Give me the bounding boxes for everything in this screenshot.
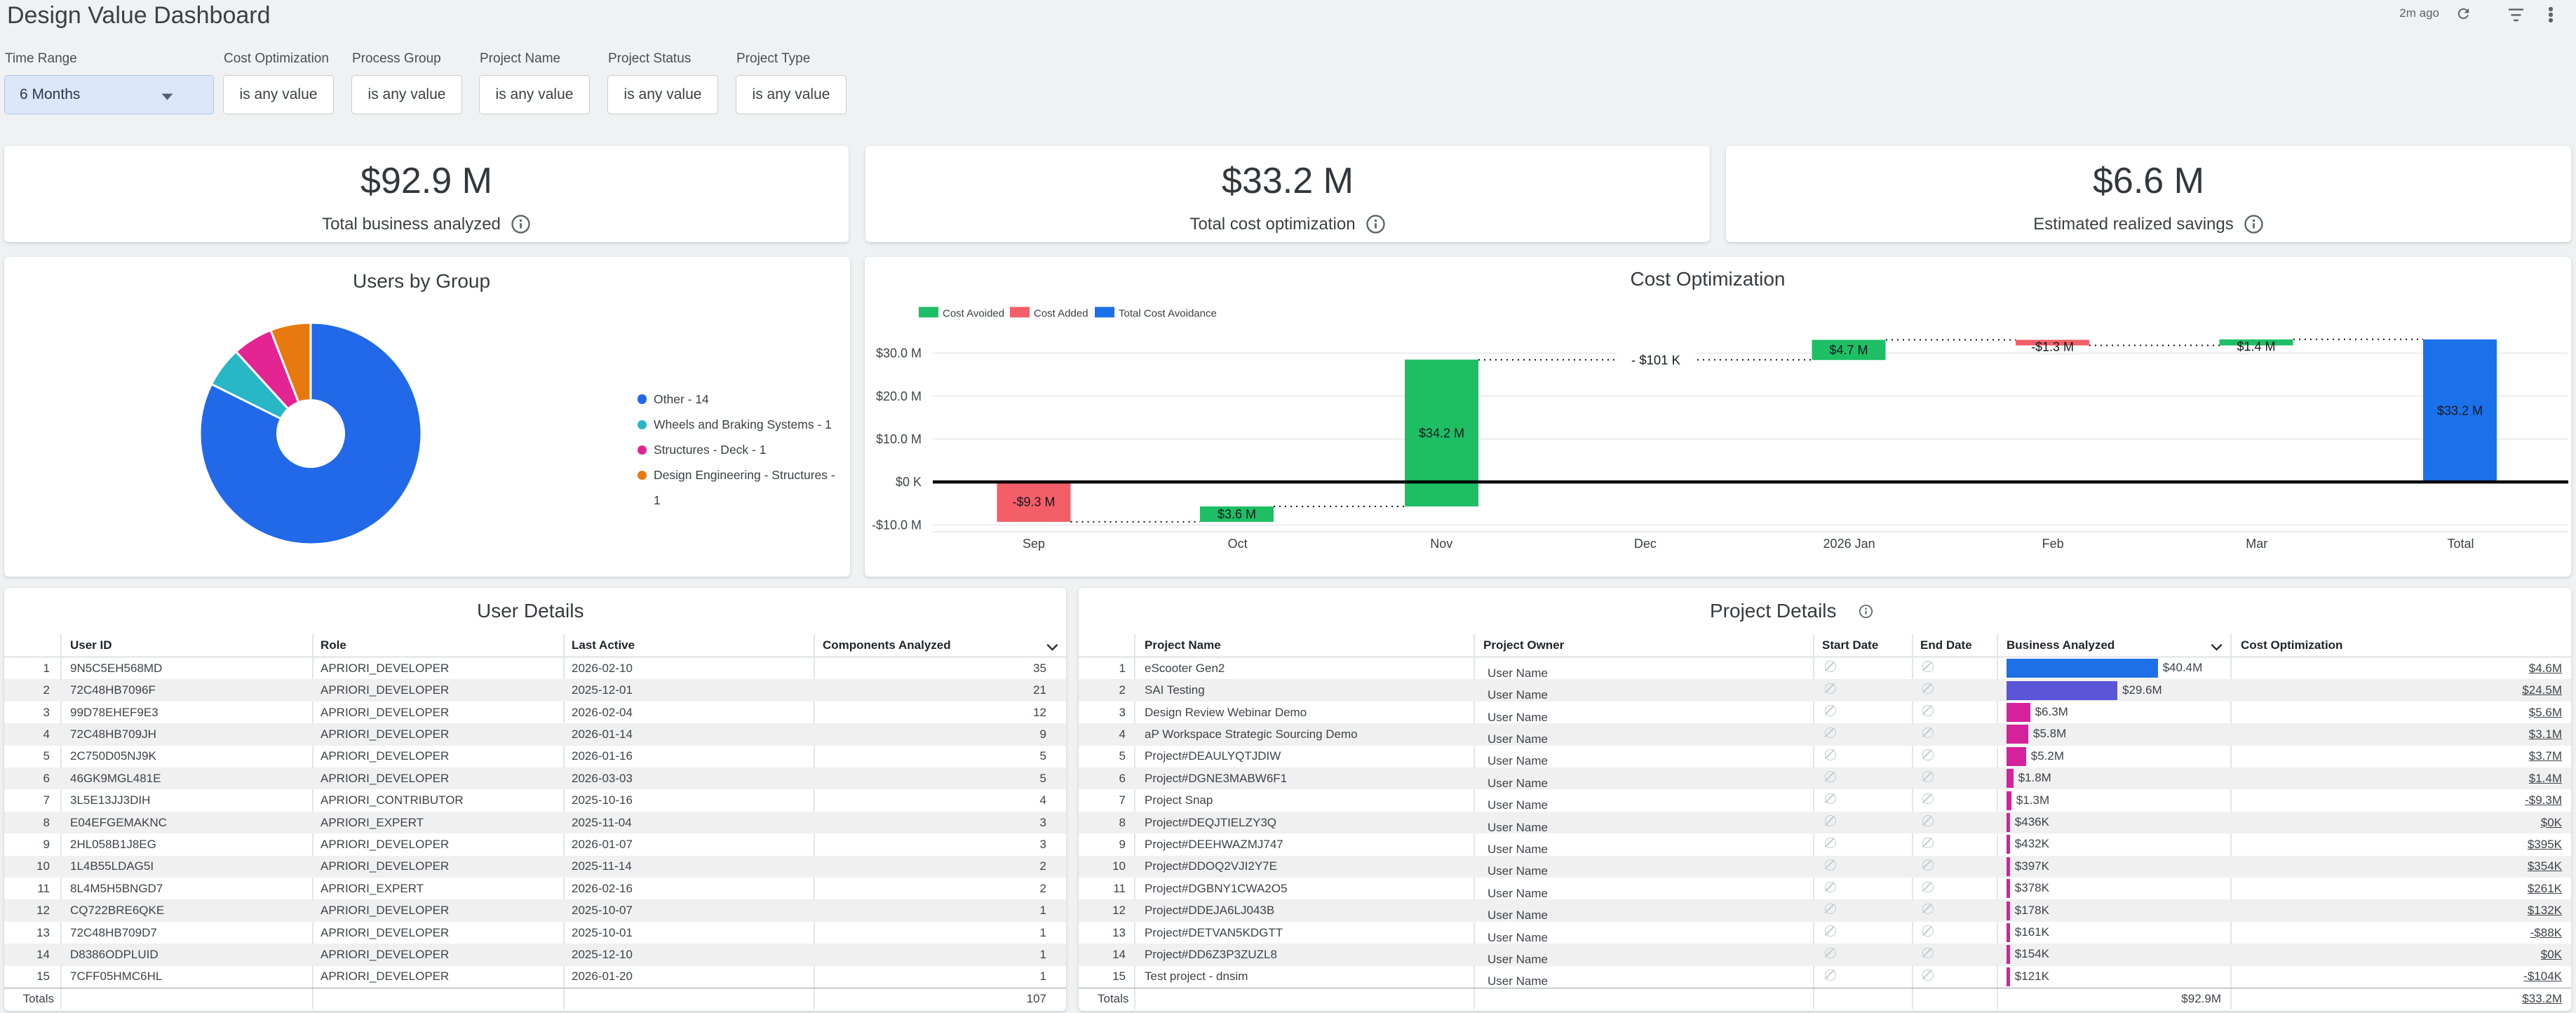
svg-text:Total: Total [2447,537,2474,551]
svg-text:Cost Optimization: Cost Optimization [1631,268,1786,290]
svg-text:$30.0 M: $30.0 M [876,347,922,361]
svg-text:2026 Jan: 2026 Jan [1823,537,1875,551]
svg-text:$3.6 M: $3.6 M [1218,507,1256,521]
svg-text:Oct: Oct [1228,537,1248,551]
svg-text:-$9.3 M: -$9.3 M [1012,495,1055,509]
svg-text:Cost Avoided: Cost Avoided [943,308,1004,320]
svg-text:Total Cost Avoidance: Total Cost Avoidance [1119,308,1217,320]
svg-text:$1.4 M: $1.4 M [2237,340,2275,354]
svg-text:Dec: Dec [1634,537,1657,551]
svg-text:Mar: Mar [2246,537,2267,551]
svg-text:Cost Added: Cost Added [1034,308,1088,320]
svg-text:$4.7 M: $4.7 M [1829,343,1868,357]
svg-text:-$10.0 M: -$10.0 M [872,518,922,532]
svg-text:$0 K: $0 K [896,475,922,489]
svg-text:Nov: Nov [1430,537,1452,551]
svg-text:$20.0 M: $20.0 M [876,389,922,403]
svg-text:$33.2 M: $33.2 M [2437,404,2483,418]
svg-text:Feb: Feb [2042,537,2064,551]
svg-text:-$1.3 M: -$1.3 M [2031,340,2074,354]
svg-text:$34.2 M: $34.2 M [1419,426,1464,440]
svg-text:- $101 K: - $101 K [1631,353,1681,368]
svg-text:Sep: Sep [1023,537,1045,551]
svg-text:$10.0 M: $10.0 M [876,432,922,446]
